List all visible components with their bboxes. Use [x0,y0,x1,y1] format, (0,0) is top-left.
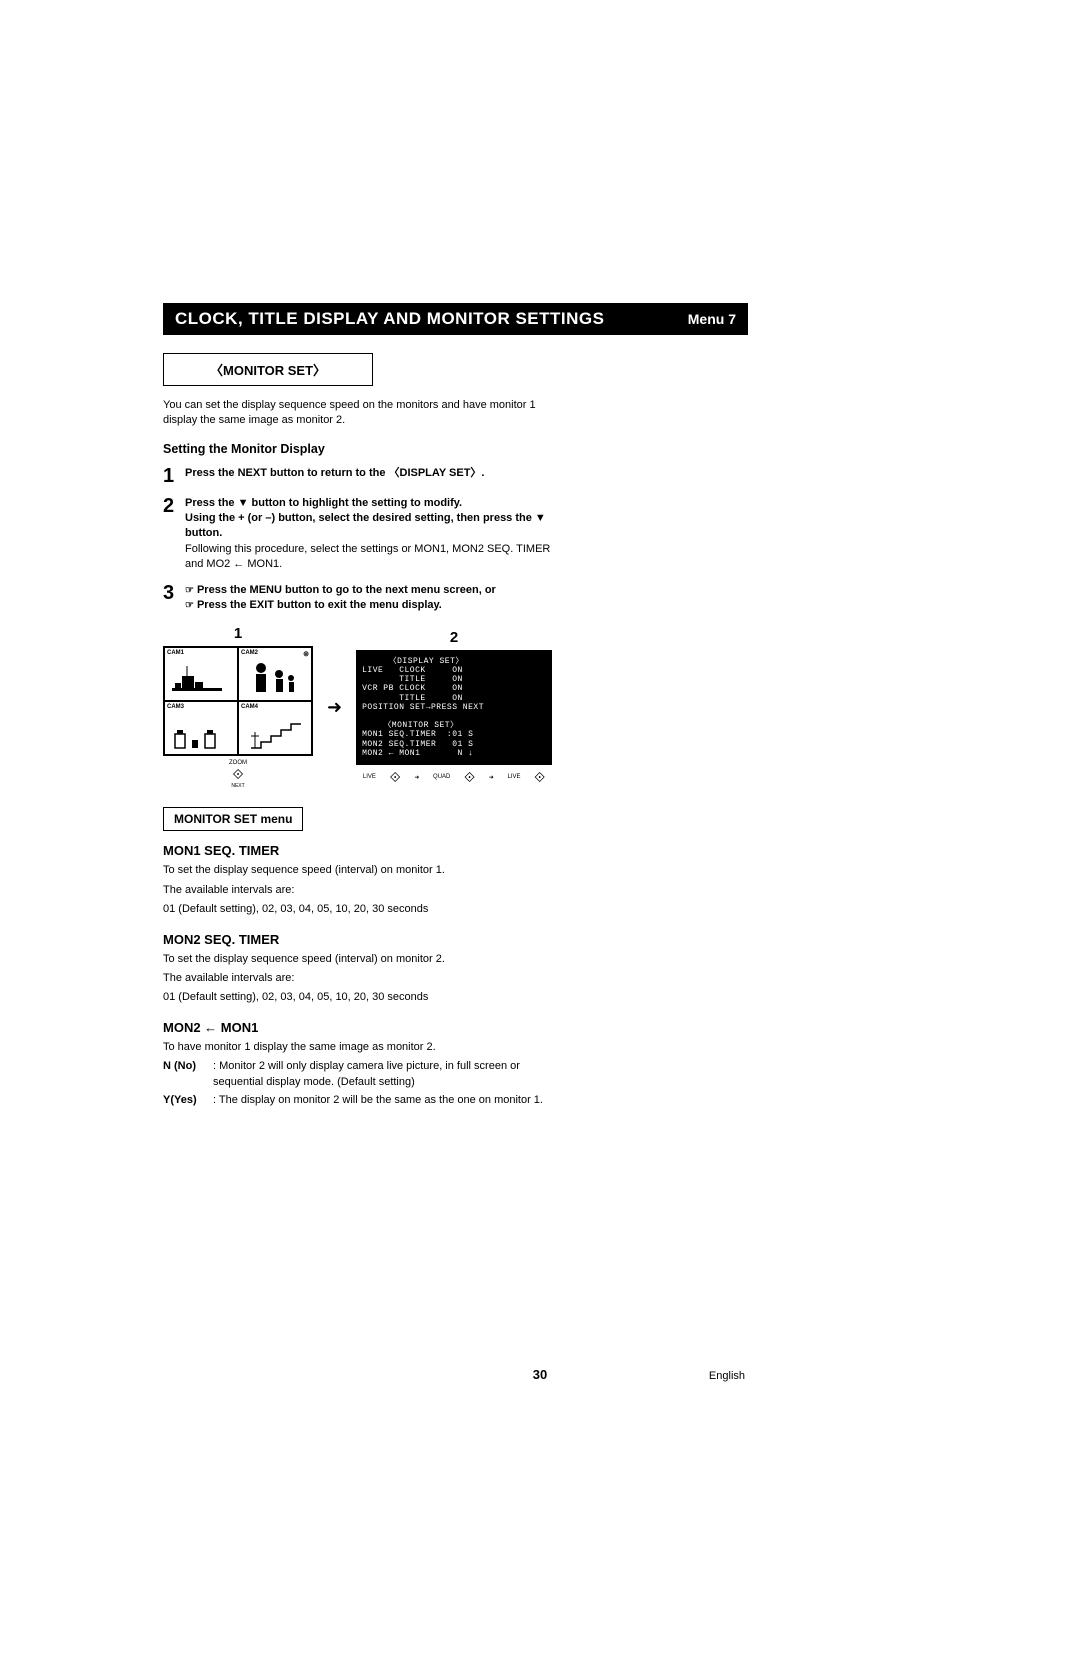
section-heading-box: 〈MONITOR SET〉 [163,353,373,386]
arrow-icon: ➜ [489,774,494,781]
param-mon1-seq-timer: MON1 SEQ. TIMER To set the display seque… [163,843,563,917]
def-yes: Y(Yes) : The display on monitor 2 will b… [163,1093,563,1108]
step-body: ☞Press the MENU button to go to the next… [185,583,496,614]
hand-icon: ☞ [185,599,194,613]
page-language: English [709,1370,745,1382]
content-column: 〈MONITOR SET〉 You can set the display se… [163,335,563,1108]
title-bar: CLOCK, TITLE DISPLAY AND MONITOR SETTING… [163,303,748,335]
step-number: 2 [163,496,185,516]
manual-page: CLOCK, TITLE DISPLAY AND MONITOR SETTING… [163,303,748,1122]
arrow-icon: ➜ [327,697,342,718]
sub-heading: Setting the Monitor Display [163,442,563,456]
menu-number: Menu 7 [688,311,736,327]
cam2-cell: CAM2⊚ [238,647,312,701]
page-title: CLOCK, TITLE DISPLAY AND MONITOR SETTING… [175,309,604,329]
dial-icon: ⟐ [464,769,475,786]
quad-diagram: 1 CAM1 CAM2⊚ CAM3 CAM4 ZOOM [163,625,313,789]
param-mon2-mon1: MON2 ← MON1 To have monitor 1 display th… [163,1020,563,1109]
param-mon2-seq-timer: MON2 SEQ. TIMER To set the display seque… [163,932,563,1006]
step-2: 2 Press the ▼ button to highlight the se… [163,496,563,573]
menu-box-label: MONITOR SET menu [163,807,303,831]
step-1: 1 Press the NEXT button to return to the… [163,466,563,486]
cam4-cell: CAM4 [238,701,312,755]
page-number: 30 [0,1367,1080,1382]
dial-icon: ⟐ [390,769,401,786]
diagram-row: 1 CAM1 CAM2⊚ CAM3 CAM4 ZOOM [163,625,563,789]
screen-diagram: 2 〈DISPLAY SET〉 LIVE CLOCK ON TITLE ON V… [356,629,552,786]
hand-icon: ☞ [185,584,194,598]
osd-screen: 〈DISPLAY SET〉 LIVE CLOCK ON TITLE ON VCR… [356,650,552,765]
step-body: Press the ▼ button to highlight the sett… [185,496,563,573]
arrow-icon: ➜ [414,774,419,781]
step-3: 3 ☞Press the MENU button to go to the ne… [163,583,563,614]
step-number: 3 [163,583,185,603]
step-body: Press the NEXT button to return to the 〈… [185,466,484,481]
cam3-cell: CAM3 [164,701,238,755]
cam1-cell: CAM1 [164,647,238,701]
step-number: 1 [163,466,185,486]
intro-text: You can set the display sequence speed o… [163,398,563,428]
dial-icon: ⟐ [534,769,545,786]
zoom-icon: ⟐ [163,766,313,783]
def-no: N (No) : Monitor 2 will only display cam… [163,1059,563,1090]
